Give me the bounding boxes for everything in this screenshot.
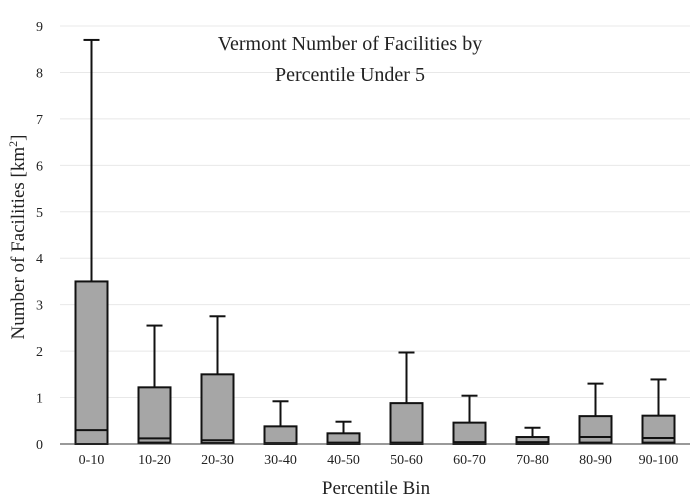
chart-title-line-1: Vermont Number of Facilities by (218, 33, 482, 55)
x-tick-label: 80-90 (579, 453, 612, 468)
y-tick-label: 8 (36, 66, 43, 81)
y-tick-label: 2 (36, 345, 43, 360)
y-tick-label: 3 (36, 299, 43, 314)
box-plot-50-60 (389, 351, 424, 445)
x-tick-label: 0-10 (79, 453, 105, 468)
box-plot-40-50 (326, 420, 361, 446)
y-tick-label: 5 (36, 206, 43, 221)
y-tick-label: 1 (36, 392, 43, 407)
y-axis-title-close: ] (8, 135, 29, 141)
box-plot-60-70 (452, 394, 487, 446)
grid-lines (60, 25, 690, 399)
chart-title-line-2: Percentile Under 5 (275, 64, 425, 86)
y-tick-label: 9 (36, 20, 43, 35)
x-tick-label: 20-30 (201, 453, 234, 468)
box-plot-80-90 (578, 382, 613, 444)
x-tick-label: 30-40 (264, 453, 297, 468)
box-iqr (200, 373, 235, 445)
box-iqr (137, 386, 172, 444)
box-plot-30-40 (263, 400, 298, 445)
axes: 0 1 2 3 4 5 6 7 8 9 0-10 10-20 20-30 30-40 40-50 50-60 6… (36, 20, 690, 468)
y-axis-title: Number of Facilities [km2] (6, 135, 29, 340)
y-axis-title-main: Number of Facilities [km (8, 147, 29, 340)
y-tick-label: 0 (36, 438, 43, 453)
x-tick-label: 60-70 (453, 453, 486, 468)
y-tick-label: 4 (36, 252, 43, 267)
box-iqr (578, 415, 613, 444)
box-iqr (74, 280, 109, 446)
box-series (74, 38, 676, 446)
box-plot-0-10 (74, 38, 109, 446)
box-iqr (263, 425, 298, 445)
x-tick-label: 40-50 (327, 453, 360, 468)
x-axis-title: Percentile Bin (322, 478, 431, 499)
x-tick-label: 90-100 (639, 453, 679, 468)
y-tick-label: 6 (36, 159, 43, 174)
x-tick-label: 70-80 (516, 453, 549, 468)
x-tick-label: 10-20 (138, 453, 171, 468)
y-axis-title-superscript: 2 (6, 141, 20, 147)
box-iqr (389, 402, 424, 445)
box-plot-20-30 (200, 315, 235, 445)
y-tick-label: 7 (36, 113, 43, 128)
box-iqr (452, 421, 487, 446)
x-tick-label: 50-60 (390, 453, 423, 468)
box-plot-70-80 (515, 426, 550, 445)
box-plot-90-100 (641, 378, 676, 444)
box-plot-10-20 (137, 324, 172, 444)
